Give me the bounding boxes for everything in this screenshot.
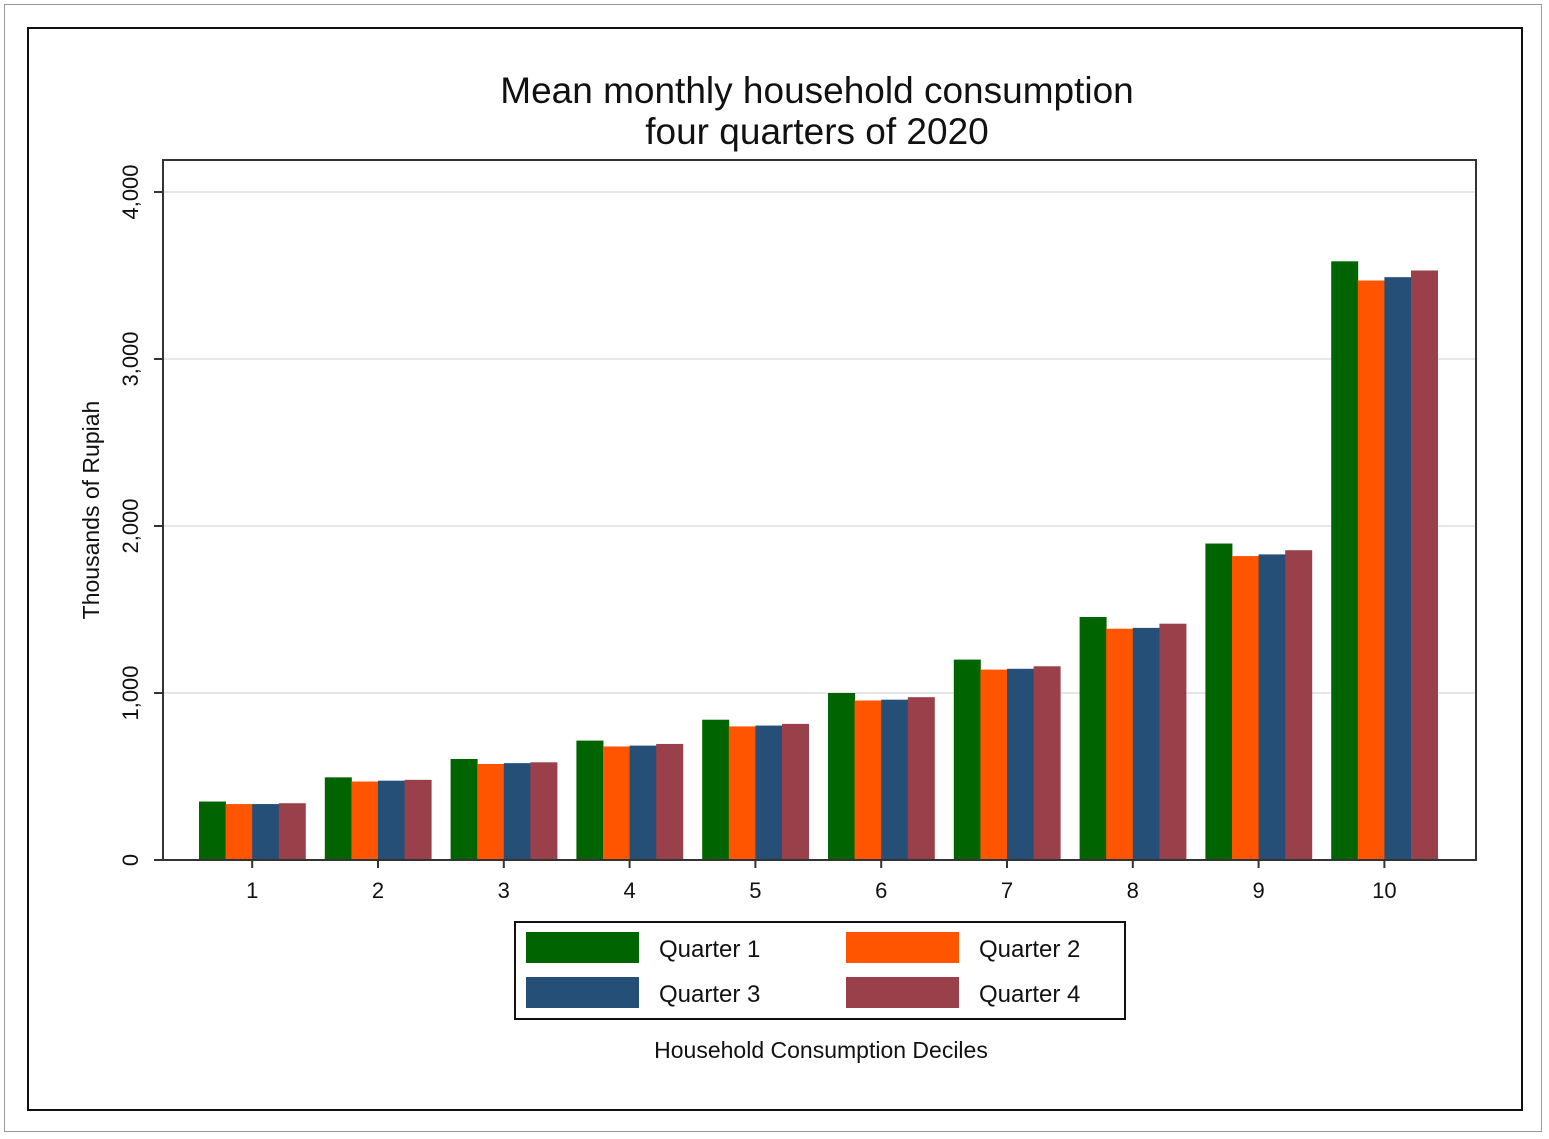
bar <box>1357 280 1385 860</box>
y-tick-label: 3,000 <box>118 331 143 386</box>
legend: Quarter 1 Quarter 2 Quarter 3 Quarter 4 <box>514 921 1126 1020</box>
chart-subtitle: four quarters of 2020 <box>645 111 989 152</box>
bar <box>728 726 756 860</box>
x-axis-label: Household Consumption Deciles <box>654 1037 988 1063</box>
x-tick-label: 1 <box>246 878 258 903</box>
bar <box>477 763 505 860</box>
bar <box>199 801 226 860</box>
x-tick-label: 4 <box>623 878 635 903</box>
bar <box>629 745 657 860</box>
x-tick-label: 2 <box>372 878 384 903</box>
x-tick-label: 6 <box>875 878 887 903</box>
legend-swatch <box>526 932 639 963</box>
bar <box>351 781 379 860</box>
x-tick-label: 9 <box>1252 878 1264 903</box>
bar <box>755 725 783 860</box>
bar <box>828 693 855 860</box>
bar <box>854 700 882 860</box>
outer-border <box>4 4 1542 1132</box>
bar <box>1384 277 1412 860</box>
chart-title: Mean monthly household consumption <box>500 70 1134 111</box>
x-tick-label: 10 <box>1372 878 1396 903</box>
x-axis: 1 2 3 4 5 6 7 8 9 10 <box>246 860 1397 903</box>
bar <box>404 779 432 860</box>
legend-label: Quarter 2 <box>979 936 1080 963</box>
bar <box>450 758 478 860</box>
legend-swatch <box>526 977 639 1008</box>
x-tick-label: 8 <box>1127 878 1139 903</box>
bar <box>1232 556 1259 860</box>
bar <box>656 743 684 860</box>
y-tick-label: 2,000 <box>118 498 143 553</box>
bar <box>378 780 405 860</box>
bar <box>225 804 253 860</box>
bar <box>1159 623 1187 860</box>
bar <box>1007 668 1034 860</box>
y-tick-label: 0 <box>118 854 143 866</box>
legend-label: Quarter 4 <box>979 981 1080 1008</box>
y-axis: 0 1,000 2,000 3,000 4,000 <box>118 164 163 866</box>
y-tick-label: 4,000 <box>118 164 143 219</box>
bar <box>881 699 909 860</box>
bar <box>702 719 730 860</box>
y-axis-label: Thousands of Rupiah <box>78 401 104 620</box>
bar <box>278 803 306 860</box>
x-tick-label: 5 <box>749 878 761 903</box>
bar <box>1258 554 1286 860</box>
bar <box>1132 627 1160 860</box>
bar <box>1285 550 1313 860</box>
bar <box>907 697 935 860</box>
bar <box>953 659 981 860</box>
bar <box>1033 666 1061 860</box>
legend-swatch <box>846 977 959 1008</box>
bar <box>1411 270 1438 860</box>
bar <box>603 746 630 860</box>
legend-label: Quarter 1 <box>659 936 760 963</box>
x-tick-label: 7 <box>1001 878 1013 903</box>
bar <box>324 777 352 860</box>
x-tick-label: 3 <box>498 878 510 903</box>
bar <box>530 762 558 860</box>
legend-label: Quarter 3 <box>659 981 760 1008</box>
bar <box>252 804 280 860</box>
plot-area <box>162 159 1477 861</box>
bar <box>503 763 531 860</box>
bar <box>1079 617 1107 860</box>
bar <box>782 723 809 860</box>
bar <box>1205 543 1233 860</box>
bar <box>1106 628 1134 860</box>
bars <box>199 261 1438 860</box>
legend-swatch <box>846 932 959 963</box>
bar <box>1331 261 1359 860</box>
bar <box>980 669 1008 860</box>
bar <box>576 740 604 860</box>
y-tick-label: 1,000 <box>118 665 143 720</box>
